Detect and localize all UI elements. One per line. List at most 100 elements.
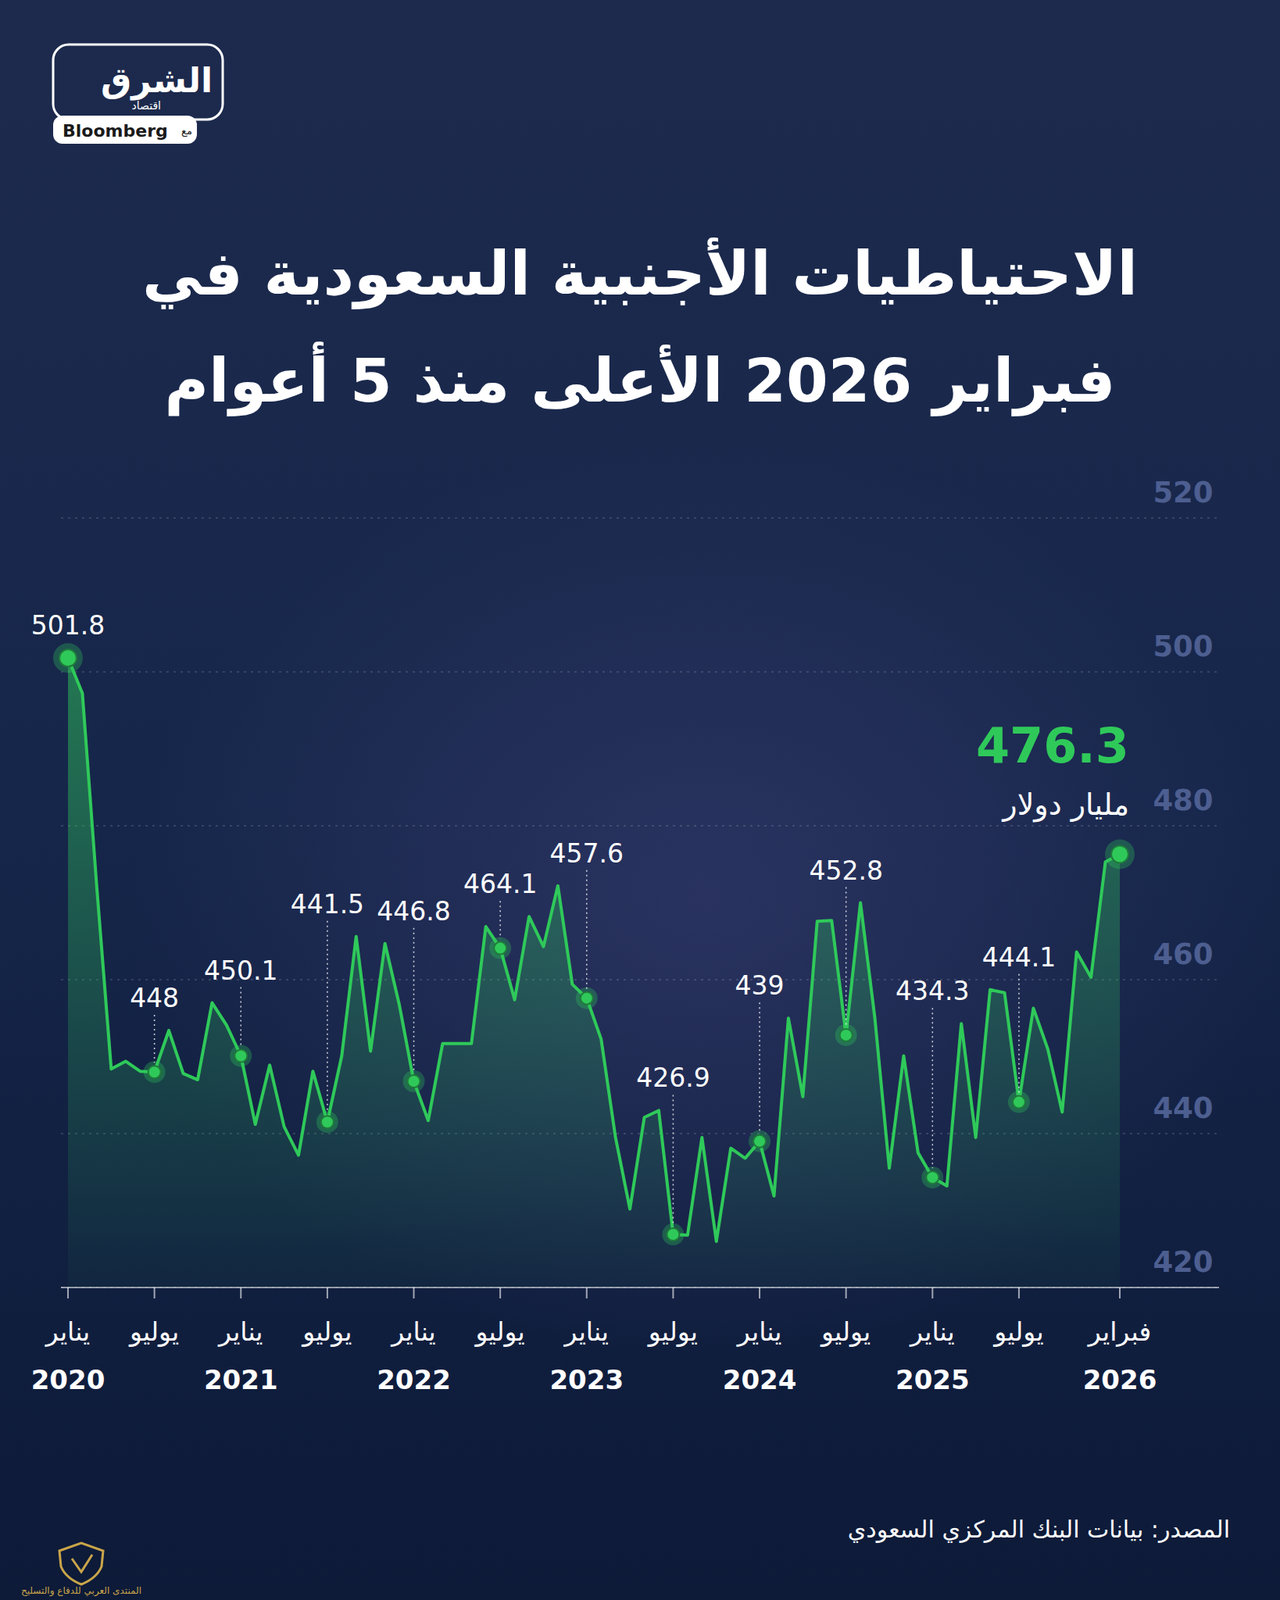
- x-tick-label: يوليو: [819, 1316, 871, 1348]
- data-label: 450.1: [203, 955, 278, 987]
- logo: الشرقاقتصادBloombergمع: [53, 44, 223, 144]
- data-label: 441.5: [290, 889, 365, 920]
- leader-line: [758, 1002, 761, 1133]
- x-tick-year: 2020: [31, 1364, 106, 1396]
- x-tick: [239, 1287, 242, 1299]
- x-tick: [1018, 1287, 1020, 1299]
- data-label: 444.1: [982, 942, 1056, 973]
- marker: [321, 1115, 334, 1129]
- logo-sub: اقتصاد: [132, 99, 161, 112]
- marker: [148, 1065, 161, 1079]
- plot-area: [53, 643, 1135, 1288]
- title: الاحتياطيات الأجنبية السعودية في فبراير …: [84, 220, 1197, 435]
- leader-line: [326, 921, 329, 1113]
- data-label: 452.8: [808, 855, 883, 887]
- watermark-check: [71, 1555, 93, 1573]
- y-tick-label: 500: [1152, 629, 1213, 664]
- marker: [666, 1228, 680, 1241]
- data-label: 446.8: [376, 896, 451, 927]
- marker-glow: [489, 937, 512, 960]
- watermark: المنتدى العربي للدفاع والتسليح: [21, 1543, 142, 1598]
- logo-frame: [53, 44, 223, 120]
- background-glow: [0, 390, 1280, 1407]
- marker-glow: [143, 1061, 166, 1084]
- unit-label: مليار دولار: [1001, 787, 1130, 823]
- leader-line: [672, 1094, 675, 1226]
- leader-line: [413, 928, 415, 1073]
- x-tick-label: يوليو: [474, 1316, 526, 1348]
- x-tick-year: 2023: [549, 1364, 624, 1396]
- x-tick-label: يوليو: [647, 1316, 698, 1348]
- y-tick-label: 520: [1152, 475, 1213, 510]
- x-tick: [931, 1287, 934, 1299]
- x-tick-label: يناير: [217, 1316, 264, 1348]
- x-tick-label: يناير: [736, 1316, 783, 1348]
- line: [67, 657, 1120, 1242]
- marker: [753, 1135, 766, 1148]
- data-label: 426.9: [636, 1062, 710, 1094]
- marker-glow: [748, 1130, 771, 1153]
- data-labels: 501.8 448 450.1 441.5 446.8 464.1 457.6 426.9 43…: [31, 610, 1130, 1226]
- last-value-label: 476.3: [976, 717, 1130, 775]
- marker: [840, 1029, 853, 1042]
- x-tick-year: 2024: [722, 1364, 798, 1396]
- marker-glow: [575, 987, 598, 1010]
- x-tick-year: 2025: [895, 1364, 970, 1396]
- marker-glow: [316, 1111, 339, 1134]
- logo-partner: Bloomberg: [62, 121, 169, 141]
- x-tick: [1119, 1287, 1121, 1299]
- data-label: 439: [735, 970, 785, 1002]
- marker: [234, 1050, 247, 1063]
- grid-line: [60, 825, 1220, 827]
- marker: [493, 942, 507, 955]
- marker: [407, 1075, 421, 1088]
- x-tick-label: يناير: [44, 1316, 91, 1348]
- marker: [1012, 1096, 1026, 1109]
- marker-glow: [53, 643, 83, 673]
- x-tick-label: يناير: [908, 1316, 955, 1348]
- marker: [926, 1171, 939, 1184]
- source: المصدر: بيانات البنك المركزي السعودي: [847, 1515, 1230, 1544]
- x-tick-year: 2021: [203, 1364, 279, 1396]
- y-tick-label: 460: [1152, 937, 1213, 972]
- marker-glow: [1104, 839, 1135, 869]
- marker-glow: [835, 1024, 858, 1047]
- x-tick: [758, 1287, 761, 1299]
- leader-line: [240, 987, 243, 1048]
- grid-line: [60, 671, 1220, 673]
- y-tick-label: 420: [1152, 1245, 1213, 1280]
- data-label: 457.6: [550, 838, 624, 869]
- grid-line: [60, 517, 1220, 519]
- marker: [1111, 845, 1129, 863]
- x-tick: [67, 1287, 69, 1299]
- leader-line: [586, 870, 588, 990]
- logo-with: مع: [181, 125, 193, 138]
- watermark-shield: [59, 1543, 104, 1585]
- marker-glow: [403, 1070, 426, 1093]
- data-label: 448: [129, 983, 179, 1014]
- watermark-text: المنتدى العربي للدفاع والتسليح: [21, 1585, 142, 1598]
- data-label: 464.1: [463, 868, 537, 900]
- x-tick: [672, 1287, 674, 1299]
- marker: [59, 649, 77, 667]
- x-tick: [413, 1287, 415, 1299]
- data-label: 434.3: [895, 976, 969, 1007]
- x-tick: [845, 1287, 848, 1299]
- x-tick-year: 2022: [376, 1364, 451, 1396]
- x-axis: يناير 2020 يوليو يناير 2021 يوليو يناير 2022 يول…: [31, 1287, 1220, 1396]
- leader-line: [932, 1008, 934, 1169]
- logo-pill: [53, 115, 197, 144]
- x-tick: [153, 1287, 156, 1299]
- data-label: 501.8: [31, 610, 105, 641]
- marker-glow: [229, 1045, 252, 1068]
- leader-line: [845, 887, 848, 1027]
- y-tick-label: 440: [1152, 1091, 1213, 1126]
- leader-line: [153, 1015, 156, 1063]
- marker-glow: [1008, 1091, 1030, 1114]
- x-tick-label: يوليو: [128, 1316, 179, 1348]
- x-tick-label: يناير: [562, 1316, 609, 1348]
- title-wrap: الاحتياطيات الأجنبية السعودية في فبراير …: [0, 220, 1280, 435]
- x-tick: [586, 1287, 588, 1299]
- x-tick-label: يوليو: [992, 1316, 1044, 1348]
- y-tick-label: 480: [1152, 783, 1213, 818]
